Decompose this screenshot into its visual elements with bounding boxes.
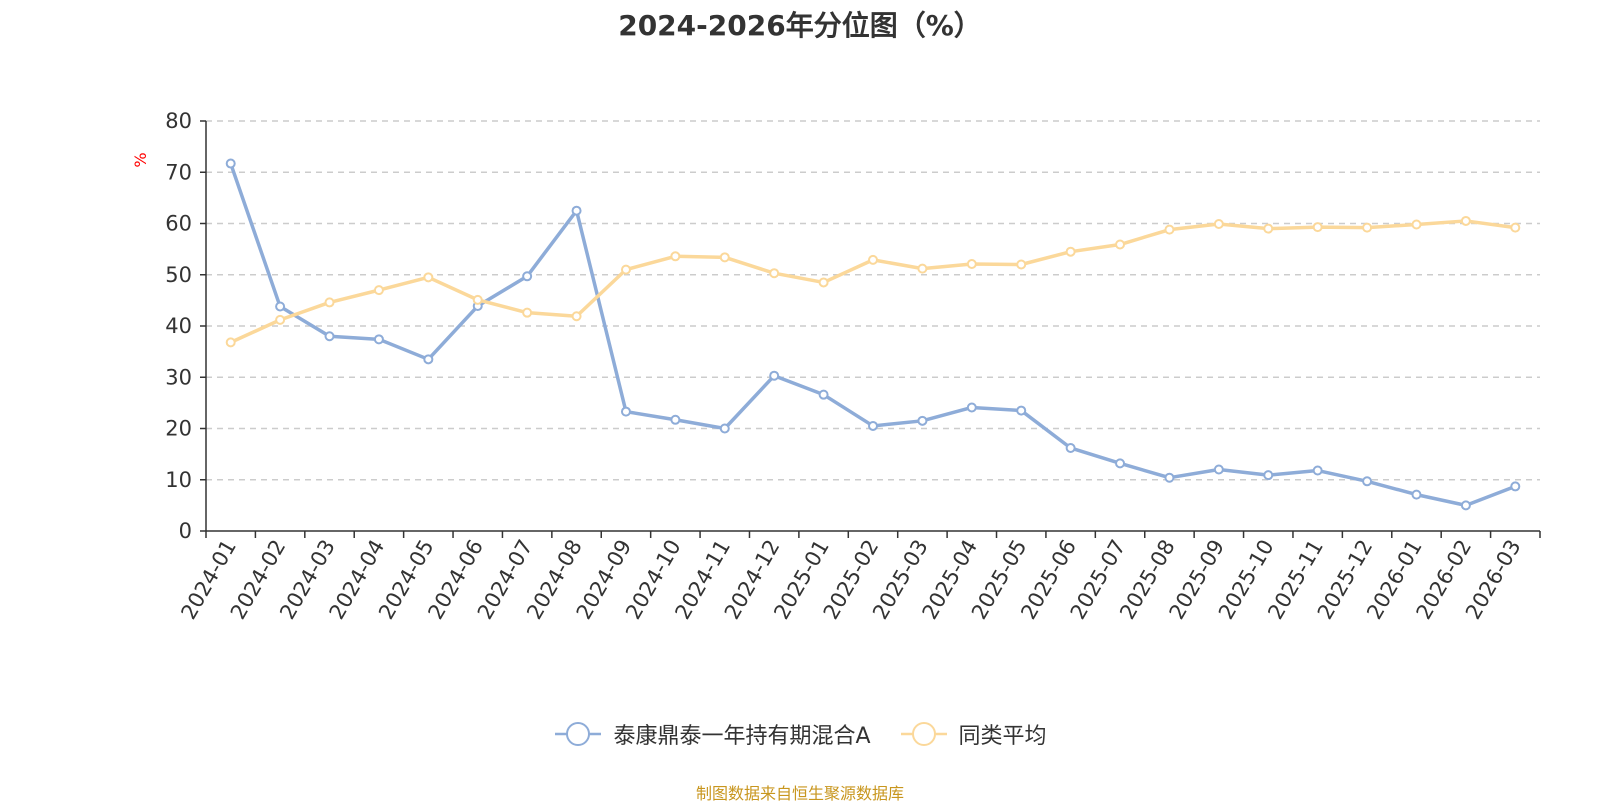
data-point-1[interactable] — [571, 311, 582, 322]
data-point-0[interactable] — [1164, 472, 1175, 483]
data-point-0[interactable] — [373, 334, 384, 345]
data-point-1[interactable] — [1263, 223, 1274, 234]
data-point-0[interactable] — [917, 415, 928, 426]
data-point-1[interactable] — [917, 263, 928, 274]
data-point-0[interactable] — [1213, 464, 1224, 475]
data-point-1[interactable] — [1411, 219, 1422, 230]
data-point-0[interactable] — [1263, 470, 1274, 481]
data-point-1[interactable] — [1460, 215, 1471, 226]
data-point-1[interactable] — [1362, 222, 1373, 233]
data-point-1[interactable] — [1164, 224, 1175, 235]
data-point-1[interactable] — [423, 272, 434, 283]
data-point-0[interactable] — [423, 354, 434, 365]
data-point-1[interactable] — [522, 307, 533, 318]
data-point-0[interactable] — [966, 402, 977, 413]
data-point-1[interactable] — [1510, 222, 1521, 233]
data-point-0[interactable] — [225, 158, 236, 169]
data-source-note: 制图数据来自恒生聚源数据库 — [695, 784, 904, 803]
axes: 010203040506070802024-012024-022024-0320… — [165, 109, 1541, 623]
data-point-0[interactable] — [1065, 442, 1076, 453]
data-point-1[interactable] — [1115, 239, 1126, 250]
data-point-1[interactable] — [868, 254, 878, 265]
legend-label: 同类平均 — [958, 724, 1047, 749]
y-tick-label: 30 — [165, 365, 192, 389]
y-tick-label: 60 — [165, 212, 192, 236]
y-tick-label: 0 — [179, 519, 192, 543]
data-point-0[interactable] — [769, 370, 780, 381]
data-point-0[interactable] — [522, 271, 533, 282]
data-point-0[interactable] — [1115, 458, 1126, 469]
series-line-0 — [229, 162, 1516, 508]
y-tick-label: 50 — [165, 263, 192, 287]
data-point-1[interactable] — [324, 297, 335, 308]
legend-marker-icon — [555, 722, 602, 746]
data-point-1[interactable] — [373, 285, 384, 296]
data-point-1[interactable] — [275, 314, 286, 325]
legend-item-0[interactable]: 泰康鼎泰一年持有期混合A — [553, 718, 871, 750]
series — [225, 158, 1521, 511]
data-point-0[interactable] — [324, 331, 335, 342]
data-point-0[interactable] — [1016, 405, 1027, 416]
data-point-1[interactable] — [1016, 259, 1027, 270]
data-point-0[interactable] — [620, 406, 631, 417]
y-tick-label: 70 — [165, 160, 192, 184]
data-point-0[interactable] — [571, 205, 582, 216]
y-axis-unit-label: % — [131, 152, 150, 167]
y-tick-label: 40 — [165, 314, 192, 338]
legend-item-1[interactable]: 同类平均 — [899, 718, 1047, 750]
data-point-0[interactable] — [868, 420, 878, 431]
y-tick-label: 10 — [165, 468, 192, 492]
data-point-0[interactable] — [275, 301, 286, 312]
legend: 泰康鼎泰一年持有期混合A 同类平均 — [0, 718, 1600, 750]
data-point-0[interactable] — [1460, 500, 1471, 511]
y-tick-label: 80 — [165, 109, 192, 133]
data-point-1[interactable] — [670, 251, 681, 262]
legend-marker-icon — [900, 722, 947, 746]
data-point-0[interactable] — [1510, 481, 1521, 492]
data-point-1[interactable] — [472, 294, 483, 305]
legend-label: 泰康鼎泰一年持有期混合A — [613, 724, 871, 749]
data-point-1[interactable] — [719, 252, 730, 263]
data-point-1[interactable] — [818, 277, 829, 288]
data-point-0[interactable] — [1362, 476, 1373, 487]
y-tick-label: 20 — [165, 417, 192, 441]
data-point-1[interactable] — [769, 268, 780, 279]
data-point-1[interactable] — [966, 258, 977, 269]
data-point-1[interactable] — [1312, 222, 1323, 233]
data-point-1[interactable] — [1065, 246, 1076, 257]
data-point-1[interactable] — [1213, 219, 1224, 230]
data-point-1[interactable] — [620, 264, 631, 275]
data-point-0[interactable] — [719, 423, 730, 434]
data-point-0[interactable] — [1312, 465, 1323, 476]
data-point-0[interactable] — [818, 389, 829, 400]
data-point-1[interactable] — [225, 337, 236, 348]
data-point-0[interactable] — [1411, 489, 1422, 500]
data-point-0[interactable] — [670, 414, 681, 425]
chart-title: 2024-2026年分位图（%） — [618, 9, 982, 42]
series-line-1 — [229, 219, 1516, 344]
